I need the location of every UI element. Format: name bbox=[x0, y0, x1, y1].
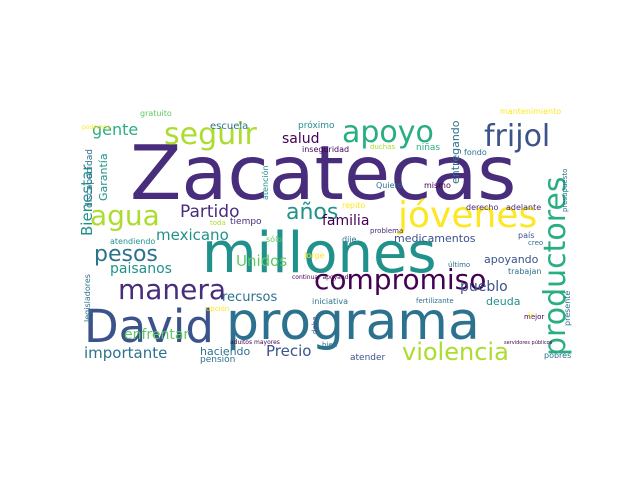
word-atencion: atención bbox=[261, 165, 270, 200]
word-importante: importante bbox=[84, 344, 168, 362]
word-toda: toda bbox=[210, 219, 226, 227]
word-pais: país bbox=[518, 231, 535, 240]
word-mexicano: mexicano bbox=[156, 226, 229, 244]
word-millones: millones bbox=[202, 221, 437, 286]
word-salud: salud bbox=[282, 131, 320, 147]
word-pueblo: pueblo bbox=[460, 279, 508, 295]
word-derecho: derecho bbox=[466, 203, 499, 212]
word-cloud: Zacatecas millones David programa jóvene… bbox=[78, 108, 573, 368]
word-solo: sólo bbox=[266, 235, 283, 244]
word-podemos: podemos bbox=[82, 124, 110, 131]
word-ir: ir bbox=[528, 311, 534, 320]
word-programa: programa bbox=[226, 292, 480, 352]
word-frijol: frijol bbox=[484, 119, 551, 154]
word-partido: Partido bbox=[180, 202, 240, 222]
word-servidores-publicos: servidores públicos bbox=[504, 340, 553, 346]
word-legisladores: legisladores bbox=[83, 274, 92, 322]
word-mantenimiento: mantenimiento bbox=[500, 107, 562, 116]
word-anos: años bbox=[286, 200, 339, 225]
word-adelante: adelante bbox=[506, 203, 542, 212]
word-opcion: opción bbox=[206, 305, 230, 313]
word-precio: Precio bbox=[266, 342, 312, 360]
word-dije: dije bbox=[342, 235, 357, 244]
word-presente: presente bbox=[563, 290, 572, 326]
word-seguir: seguir bbox=[164, 117, 257, 152]
word-continuar-apoyando: continuar apoyando bbox=[292, 274, 353, 281]
word-gratuito: gratuito bbox=[140, 109, 172, 118]
word-fondo: fondo bbox=[464, 148, 487, 157]
word-discapacidad: discapacidad bbox=[85, 149, 95, 208]
word-david: David bbox=[84, 300, 214, 353]
word-enfrentar: enfrentar bbox=[124, 327, 190, 343]
word-unidos: Unidos bbox=[236, 252, 288, 270]
word-atendiendo: atendiendo bbox=[110, 237, 156, 246]
word-familia: familia bbox=[322, 213, 370, 229]
word-ninas: niñas bbox=[416, 143, 441, 153]
word-compromiso: compromiso bbox=[314, 263, 487, 296]
word-deuda: deuda bbox=[486, 295, 521, 308]
word-medicamentos: medicamentos bbox=[394, 232, 476, 245]
word-trabajan: trabajan bbox=[508, 267, 542, 276]
word-bien: bien bbox=[322, 341, 338, 349]
word-gente: gente bbox=[92, 120, 139, 139]
word-manera: manera bbox=[118, 273, 227, 306]
word-proximo: próximo bbox=[298, 121, 335, 131]
word-garantia: Garantía bbox=[97, 153, 110, 201]
word-inseguridad: inseguridad bbox=[302, 145, 350, 154]
word-pesos: pesos bbox=[94, 242, 158, 267]
word-pension: pensión bbox=[200, 355, 236, 365]
word-problema: problema bbox=[370, 227, 404, 235]
word-escuela: escuela bbox=[210, 121, 249, 132]
word-apoyo: apoyo bbox=[342, 115, 434, 150]
word-jovenes: jóvenes bbox=[398, 195, 538, 236]
word-adultos-mayores: adultos mayores bbox=[230, 339, 280, 346]
word-tiempo: tiempo bbox=[230, 217, 262, 227]
word-jorge: Jorge bbox=[304, 251, 325, 260]
word-atender: atender bbox=[350, 353, 386, 363]
word-zacatecas: Zacatecas bbox=[130, 129, 517, 217]
word-recursos: recursos bbox=[222, 290, 278, 305]
word-haciendo: haciendo bbox=[200, 345, 251, 358]
word-iniciativa: iniciativa bbox=[312, 297, 349, 306]
word-pobres: pobres bbox=[544, 351, 572, 360]
word-quiero: Quiero bbox=[376, 181, 403, 190]
word-agua: agua bbox=[90, 199, 160, 232]
word-paisanos: paisanos bbox=[110, 261, 172, 277]
word-entregando: entregando bbox=[449, 120, 462, 184]
word-presupuesto: presupuesto bbox=[561, 168, 569, 212]
word-creo: creo bbox=[528, 239, 544, 247]
word-debe: debe bbox=[311, 316, 319, 335]
word-ultimo: último bbox=[448, 261, 471, 269]
word-mejor: mejor bbox=[524, 313, 545, 321]
word-violencia: violencia bbox=[402, 338, 509, 366]
word-fertilizante: fertilizante bbox=[416, 297, 454, 305]
word-repito: repito bbox=[342, 201, 366, 210]
word-apoyando: apoyando bbox=[484, 253, 539, 266]
word-duchas: duchas bbox=[370, 143, 396, 151]
word-mismo: mismo bbox=[424, 181, 451, 190]
